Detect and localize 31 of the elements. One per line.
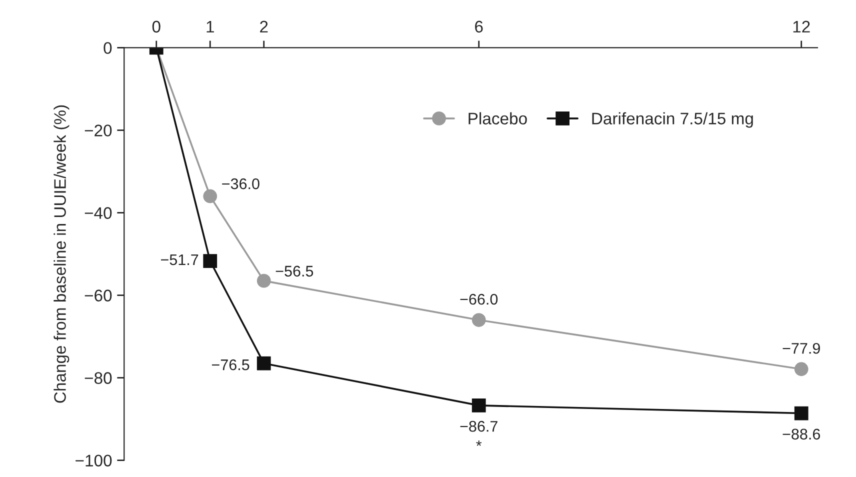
- y-tick-label: 0: [104, 42, 112, 54]
- y-tick-label: −60: [84, 290, 112, 302]
- y-tick-label: −100: [76, 454, 112, 467]
- y-tick-label: −80: [84, 372, 112, 384]
- legend-label: Placebo: [468, 112, 527, 124]
- x-tick-label: 12: [793, 20, 810, 32]
- data-label: −51.7: [160, 254, 198, 266]
- data-label: −88.6: [782, 428, 820, 440]
- point: [794, 406, 808, 420]
- data-label: −66.0: [460, 294, 498, 305]
- x-tick-label: 2: [260, 20, 268, 32]
- y-tick-label: −40: [84, 207, 112, 219]
- point: [256, 356, 271, 370]
- point: [472, 313, 486, 327]
- x-tick-label: 0: [152, 20, 160, 33]
- annotation: *: [476, 440, 482, 446]
- y-tick-label: −20: [84, 124, 112, 136]
- data-label: −36.0: [222, 178, 260, 190]
- data-label: −86.7: [460, 420, 498, 432]
- legend-label: Darifenacin 7.5/15 mg: [592, 112, 753, 128]
- data-label: −77.9: [782, 342, 820, 354]
- x-tick-label: 1: [206, 20, 214, 32]
- point: [203, 254, 218, 268]
- point: [794, 362, 808, 376]
- point: [203, 189, 218, 204]
- point: [472, 398, 486, 412]
- data-label: −56.5: [276, 266, 314, 277]
- point: [256, 274, 271, 288]
- y-axis-title: Change from baseline in UUIE/week (%): [54, 105, 70, 403]
- data-label: −76.5: [212, 359, 250, 370]
- x-tick-label: 6: [475, 20, 483, 33]
